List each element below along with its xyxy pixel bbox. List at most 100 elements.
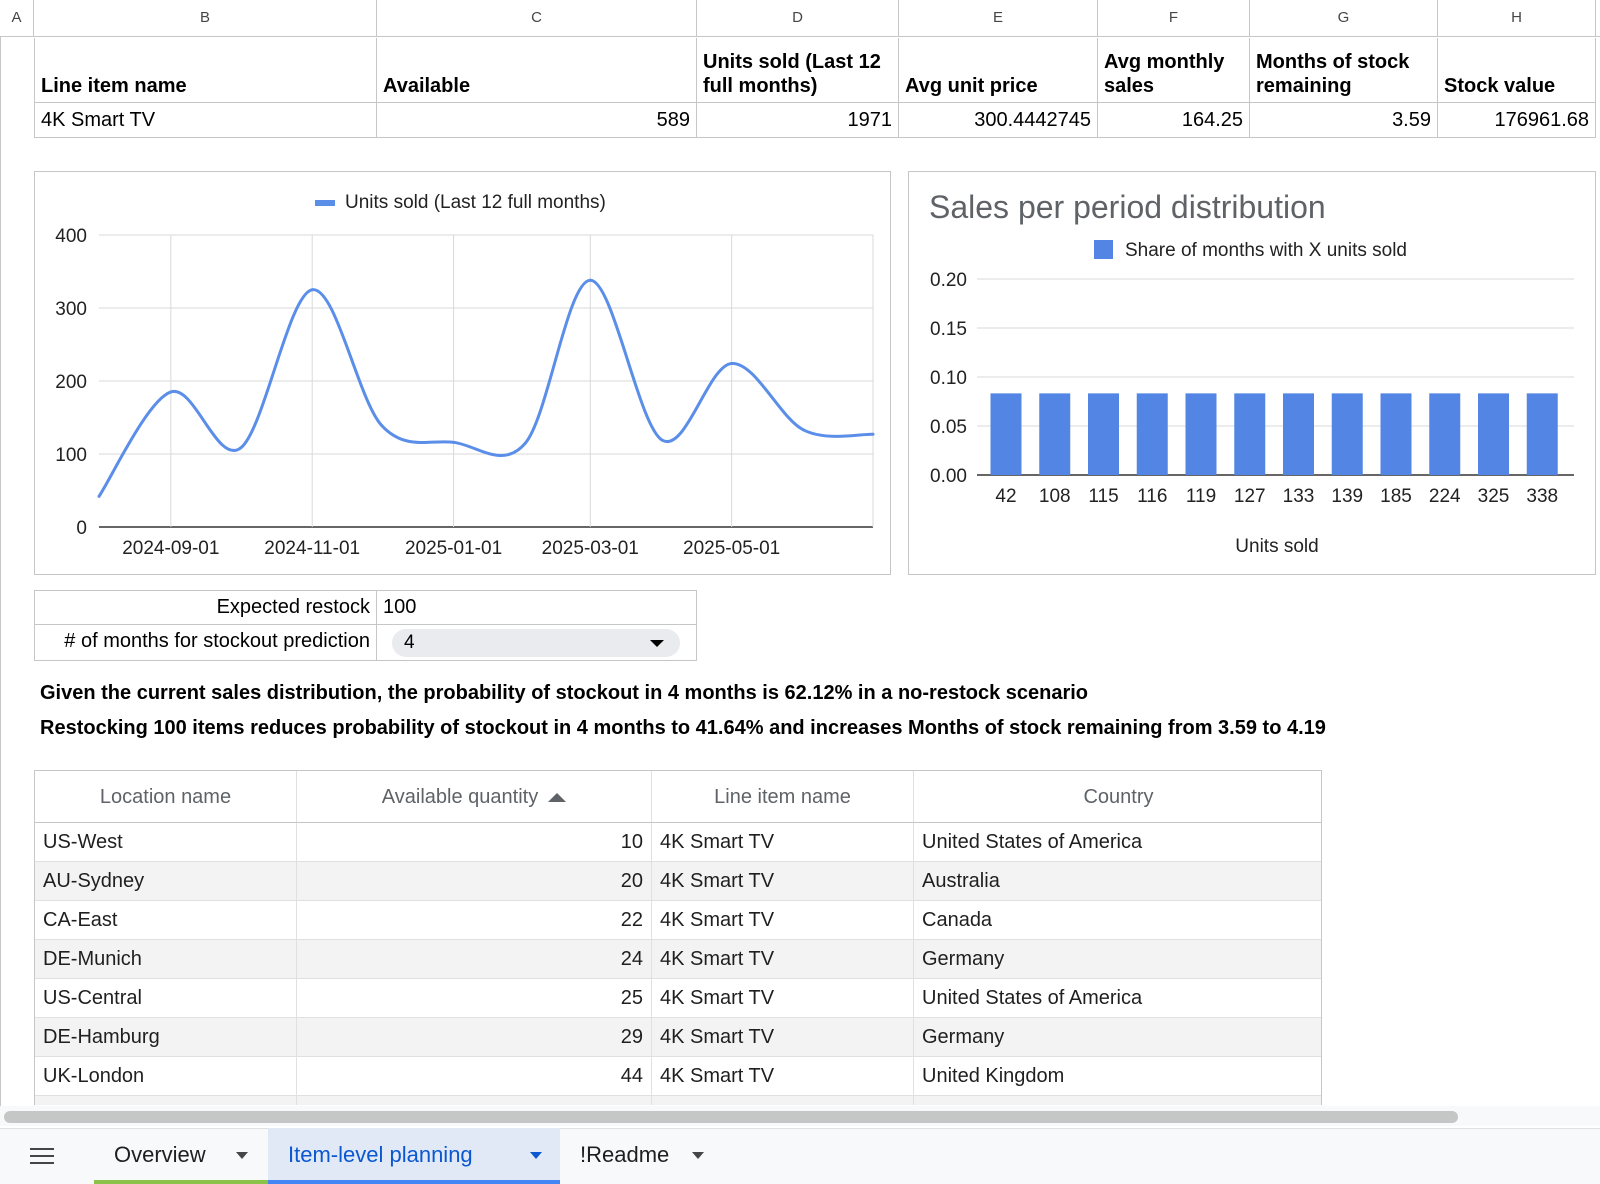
header-country[interactable]: Country: [1083, 786, 1154, 808]
table-row[interactable]: US-West 10 4K Smart TV United States of Ame…: [35, 823, 1321, 862]
country-cell[interactable]: Germany: [922, 1026, 1005, 1048]
line-x-tick-label: 2025-05-01: [683, 538, 780, 559]
location-name-cell[interactable]: US-Central: [35, 979, 297, 1017]
column-header-h[interactable]: H: [1438, 0, 1596, 37]
country-cell[interactable]: United States of America: [922, 831, 1143, 853]
months-prediction-label: # of months for stockout prediction: [34, 624, 377, 661]
line-x-tick-label: 2025-03-01: [542, 538, 639, 559]
cell-months-of-stock[interactable]: 3.59: [1250, 103, 1438, 138]
available-quantity-cell[interactable]: 20: [297, 862, 652, 900]
line-item-name-cell[interactable]: 4K Smart TV: [652, 979, 914, 1017]
available-quantity-cell[interactable]: 29: [297, 1018, 652, 1056]
column-header-g[interactable]: G: [1250, 0, 1438, 37]
table-cell[interactable]: [652, 1096, 914, 1105]
sales-distribution-bar-chart[interactable]: Sales per period distribution Share of m…: [908, 171, 1596, 575]
line-chart-grid: [99, 234, 874, 528]
dropdown-arrow-icon[interactable]: [650, 640, 664, 647]
line-series-units-sold: [97, 278, 874, 498]
line-point-2025-03-01: [588, 278, 592, 282]
line-item-name-cell[interactable]: 4K Smart TV: [652, 823, 914, 861]
location-name-cell[interactable]: DE-Hamburg: [35, 1018, 297, 1056]
expected-restock-input[interactable]: 100: [376, 590, 697, 625]
cell-line-item-name[interactable]: 4K Smart TV: [34, 103, 377, 138]
line-y-tick-label: 400: [55, 226, 87, 247]
header-months-of-stock[interactable]: Months of stock remaining: [1250, 38, 1438, 103]
cell-stock-value[interactable]: 176961.68: [1438, 103, 1596, 138]
sheet-tab-bar: [0, 1128, 1600, 1184]
available-quantity-cell[interactable]: 25: [297, 979, 652, 1017]
table-row[interactable]: DE-Munich 24 4K Smart TV Germany: [35, 940, 1321, 979]
tab-overview[interactable]: Overview: [94, 1128, 268, 1184]
tab-item-level-planning-chevron-down-icon[interactable]: [530, 1152, 542, 1159]
tab-overview-chevron-down-icon[interactable]: [236, 1152, 248, 1159]
location-name-cell[interactable]: UK-London: [35, 1057, 297, 1095]
country-cell[interactable]: Germany: [922, 948, 1005, 970]
bar-338: [1526, 393, 1558, 475]
country-cell[interactable]: United Kingdom: [922, 1065, 1065, 1087]
column-header-a[interactable]: A: [0, 0, 34, 37]
header-available-quantity[interactable]: Available quantity: [297, 771, 652, 822]
all-sheets-menu-icon[interactable]: [30, 1148, 54, 1164]
location-table[interactable]: Location name Available quantity Line it…: [34, 770, 1322, 1105]
table-row[interactable]: AU-Sydney 20 4K Smart TV Australia: [35, 862, 1321, 901]
bar-x-tick-label: 139: [1331, 486, 1363, 507]
line-item-name-cell[interactable]: 4K Smart TV: [652, 901, 914, 939]
header-line-item-name[interactable]: Line item name: [652, 771, 914, 822]
column-header-d[interactable]: D: [697, 0, 899, 37]
header-available[interactable]: Available: [377, 38, 697, 103]
available-quantity-cell[interactable]: 10: [297, 823, 652, 861]
table-row[interactable]: DE-Hamburg 29 4K Smart TV Germany: [35, 1018, 1321, 1057]
column-header-e[interactable]: E: [899, 0, 1098, 37]
months-prediction-dropdown[interactable]: 4: [392, 629, 680, 657]
country-cell[interactable]: United States of America: [922, 987, 1143, 1009]
horizontal-scrollbar-thumb[interactable]: [4, 1111, 1458, 1123]
bar-139: [1331, 393, 1363, 475]
sort-ascending-icon[interactable]: [548, 793, 567, 803]
location-name-cell[interactable]: AU-Sydney: [35, 862, 297, 900]
line-y-tick-label: 100: [55, 445, 87, 466]
line-legend-swatch: [315, 200, 335, 206]
units-sold-line-chart[interactable]: Units sold (Last 12 full months) 400 300 2…: [34, 171, 891, 575]
location-name-cell[interactable]: US-West: [35, 823, 297, 861]
cell-units-sold[interactable]: 1971: [697, 103, 899, 138]
location-name-cell[interactable]: CA-East: [35, 901, 297, 939]
available-quantity-cell[interactable]: 22: [297, 901, 652, 939]
header-line-item-name[interactable]: Line item name: [34, 38, 377, 103]
tab-item-level-planning-color-bar: [268, 1180, 560, 1184]
column-header-c[interactable]: C: [377, 0, 697, 37]
tab-item-level-planning[interactable]: Item-level planning: [268, 1128, 560, 1184]
header-avg-unit-price[interactable]: Avg unit price: [899, 38, 1098, 103]
table-row[interactable]: CA-East 22 4K Smart TV Canada: [35, 901, 1321, 940]
tab-readme[interactable]: !Readme: [560, 1128, 720, 1184]
country-cell[interactable]: Australia: [922, 870, 1000, 892]
cell-avg-monthly-sales[interactable]: 164.25: [1098, 103, 1250, 138]
location-name-cell[interactable]: DE-Munich: [35, 940, 297, 978]
line-series-points: [97, 278, 875, 498]
line-item-name-cell[interactable]: 4K Smart TV: [652, 940, 914, 978]
available-quantity-cell[interactable]: 24: [297, 940, 652, 978]
column-header-f[interactable]: F: [1098, 0, 1250, 37]
line-item-name-cell[interactable]: 4K Smart TV: [652, 1057, 914, 1095]
column-header-b[interactable]: B: [34, 0, 377, 37]
table-cell[interactable]: [35, 1096, 297, 1105]
available-quantity-cell[interactable]: 44: [297, 1057, 652, 1095]
cell-avg-unit-price[interactable]: 300.4442745: [899, 103, 1098, 138]
table-row[interactable]: UK-London 44 4K Smart TV United Kingdom: [35, 1057, 1321, 1096]
table-row[interactable]: US-Central 25 4K Smart TV United States of …: [35, 979, 1321, 1018]
table-row[interactable]: [35, 1096, 1321, 1105]
header-location-name[interactable]: Location name: [35, 771, 297, 822]
line-item-name-cell[interactable]: 4K Smart TV: [652, 862, 914, 900]
months-prediction-value: 4: [404, 632, 415, 653]
header-stock-value[interactable]: Stock value: [1438, 38, 1596, 103]
cell-available[interactable]: 589: [377, 103, 697, 138]
table-cell[interactable]: [914, 1096, 1321, 1105]
bar-115: [1088, 393, 1119, 475]
line-item-name-cell[interactable]: 4K Smart TV: [652, 1018, 914, 1056]
header-units-sold[interactable]: Units sold (Last 12 full months): [697, 38, 899, 103]
country-cell[interactable]: Canada: [922, 909, 993, 931]
line-chart-y-ticks: 400 300 200 100 0: [55, 226, 87, 539]
tab-readme-chevron-down-icon[interactable]: [692, 1152, 704, 1159]
line-chart-canvas: Units sold (Last 12 full months) 400 300 2…: [55, 192, 875, 559]
table-cell[interactable]: [297, 1096, 652, 1105]
header-avg-monthly-sales[interactable]: Avg monthly sales: [1098, 38, 1250, 103]
